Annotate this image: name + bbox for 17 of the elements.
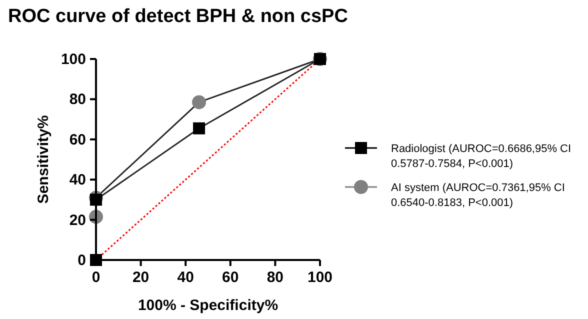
x-tick-label: 60	[222, 269, 239, 286]
legend-label: AI system (AUROC=0.7361,95% CI 0.6540-0.8183, P<0.001)	[391, 182, 565, 209]
y-tick-label: 60	[69, 131, 86, 148]
x-tick-label: 80	[266, 269, 284, 286]
x-tick-label: 20	[132, 269, 150, 286]
x-axis-title: 100% - Specificity%	[138, 297, 278, 314]
y-tick-label: 0	[78, 252, 86, 269]
x-tick-label: 100	[307, 269, 333, 286]
x-tick-label: 40	[177, 269, 194, 286]
x-tick-label: 0	[92, 269, 100, 286]
y-tick-label: 100	[60, 51, 86, 68]
legend-label: Radiologist (AUROC=0.6686,95% CI 0.5787-0.7584, P<0.001)	[391, 143, 572, 170]
chart-title: ROC curve of detect BPH & non csPC	[8, 6, 348, 27]
y-tick-label: 40	[69, 172, 86, 189]
y-tick-label: 80	[69, 91, 86, 108]
y-tick-label: 20	[69, 212, 86, 229]
y-axis-title: Sensitivity%	[35, 115, 52, 204]
